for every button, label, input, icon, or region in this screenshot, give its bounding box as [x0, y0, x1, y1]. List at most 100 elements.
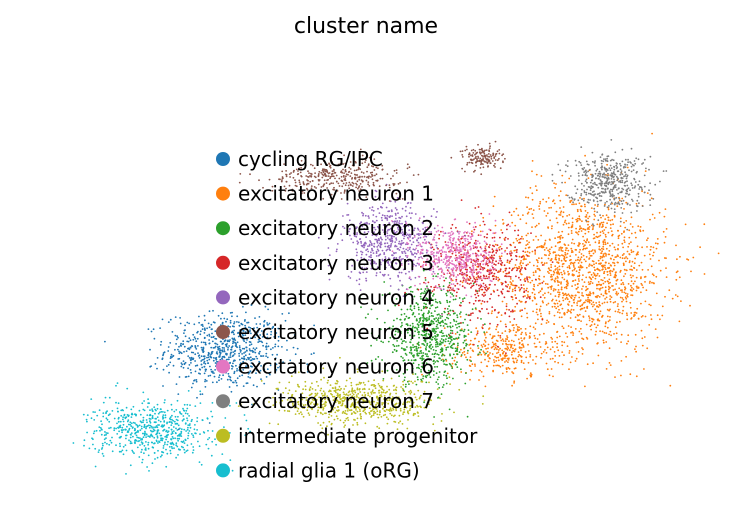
scatter-point [461, 329, 463, 332]
scatter-point [470, 369, 473, 372]
scatter-point [454, 363, 457, 365]
scatter-point [327, 178, 329, 181]
scatter-point [566, 279, 568, 282]
scatter-point [240, 362, 243, 365]
scatter-point [603, 272, 605, 275]
scatter-point [518, 265, 520, 268]
scatter-point [486, 308, 488, 310]
scatter-point [244, 354, 247, 357]
scatter-point [309, 175, 311, 177]
scatter-point [518, 238, 521, 241]
scatter-point [488, 142, 491, 145]
scatter-point [652, 246, 655, 249]
scatter-point [528, 241, 530, 244]
scatter-point [501, 300, 504, 303]
scatter-point [481, 288, 484, 291]
scatter-point [485, 289, 488, 292]
scatter-point [444, 307, 446, 310]
scatter-point [550, 259, 552, 262]
scatter-point [545, 247, 548, 249]
scatter-point [538, 245, 541, 248]
scatter-point [537, 318, 539, 321]
scatter-point [676, 270, 679, 273]
scatter-point [567, 226, 570, 229]
scatter-point [181, 363, 184, 366]
scatter-point [426, 374, 429, 377]
scatter-point [203, 337, 206, 340]
scatter-point [265, 352, 268, 355]
scatter-point [515, 323, 518, 326]
scatter-point [619, 296, 622, 299]
scatter-point [454, 298, 457, 301]
scatter-point [412, 248, 415, 251]
scatter-point [442, 276, 445, 278]
scatter-point [326, 171, 329, 174]
scatter-point [500, 291, 503, 294]
scatter-point [528, 276, 530, 279]
scatter-point [167, 346, 170, 348]
scatter-point [460, 322, 462, 324]
scatter-point [404, 209, 407, 212]
scatter-point [524, 247, 527, 250]
scatter-point [431, 290, 434, 293]
scatter-point [229, 352, 232, 355]
scatter-point [480, 302, 483, 305]
scatter-point [395, 237, 397, 240]
scatter-point [552, 270, 555, 273]
scatter-point [492, 370, 494, 373]
scatter-point [407, 263, 410, 265]
scatter-point [606, 301, 609, 304]
scatter-point [435, 300, 437, 303]
scatter-point [595, 326, 598, 329]
scatter-point [511, 298, 514, 301]
scatter-point [585, 285, 587, 288]
scatter-point [623, 239, 626, 242]
scatter-point [420, 288, 423, 290]
scatter-point [247, 356, 249, 359]
scatter-point [433, 337, 436, 340]
scatter-point [560, 259, 563, 262]
scatter-point [519, 279, 522, 281]
scatter-point [442, 332, 444, 335]
scatter-point [498, 149, 501, 151]
scatter-point [446, 372, 449, 375]
scatter-point [568, 350, 571, 352]
scatter-point [429, 341, 431, 344]
scatter-point [568, 352, 571, 354]
scatter-point [437, 376, 440, 378]
scatter-point [532, 310, 534, 313]
scatter-point [457, 337, 460, 339]
scatter-point [386, 173, 389, 176]
scatter-point [466, 415, 469, 418]
scatter-point [600, 265, 603, 267]
scatter-point [496, 348, 498, 351]
scatter-point [451, 260, 453, 262]
scatter-point [466, 244, 469, 246]
scatter-point [582, 243, 584, 245]
scatter-point [558, 257, 560, 260]
scatter-point [400, 347, 403, 350]
scatter-point [604, 264, 606, 267]
scatter-point [475, 164, 477, 167]
scatter-point [464, 268, 467, 271]
scatter-point [163, 351, 166, 354]
scatter-point [521, 343, 523, 346]
scatter-point [229, 356, 232, 358]
scatter-point [430, 222, 433, 225]
scatter-point [493, 195, 496, 198]
scatter-point [579, 219, 581, 221]
scatter-point [446, 260, 448, 263]
scatter-point [246, 350, 248, 352]
scatter-point [327, 175, 330, 178]
scatter-point [498, 249, 501, 251]
scatter-point [505, 305, 508, 308]
scatter-point [608, 262, 610, 265]
scatter-point [192, 333, 195, 336]
scatter-point [532, 217, 535, 219]
scatter-point [534, 225, 537, 228]
scatter-point [514, 224, 517, 227]
scatter-point [363, 222, 366, 225]
scatter-point [496, 352, 498, 354]
scatter-point [655, 292, 658, 295]
scatter-point [423, 281, 425, 284]
